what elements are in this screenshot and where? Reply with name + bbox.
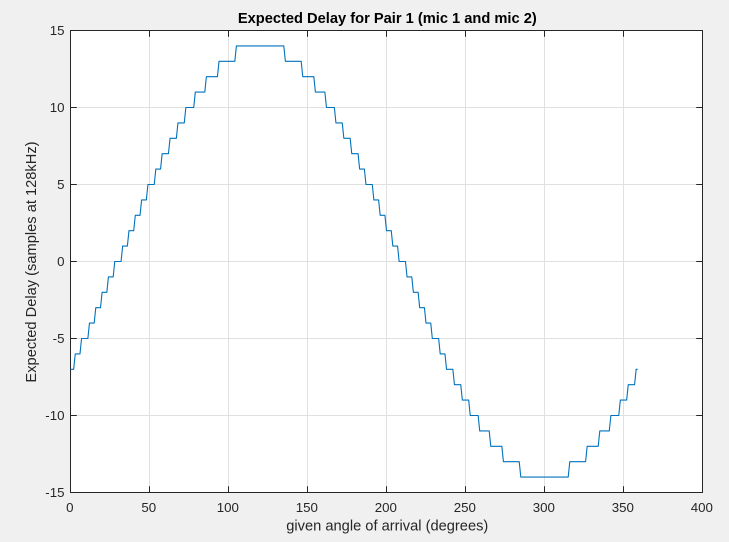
- svg-text:5: 5: [57, 177, 64, 192]
- svg-text:50: 50: [141, 500, 156, 515]
- svg-text:250: 250: [454, 500, 476, 515]
- svg-text:0: 0: [66, 500, 73, 515]
- svg-text:10: 10: [50, 100, 65, 115]
- svg-text:100: 100: [217, 500, 239, 515]
- svg-text:Expected Delay for Pair 1 (mic: Expected Delay for Pair 1 (mic 1 and mic…: [238, 11, 537, 27]
- svg-text:given angle of arrival (degree: given angle of arrival (degrees): [286, 519, 488, 535]
- svg-text:-15: -15: [45, 485, 64, 500]
- svg-text:200: 200: [375, 500, 397, 515]
- svg-text:150: 150: [296, 500, 318, 515]
- svg-text:Expected Delay (samples at 128: Expected Delay (samples at 128kHz): [24, 141, 40, 382]
- svg-text:-5: -5: [53, 331, 65, 346]
- svg-text:400: 400: [691, 500, 713, 515]
- svg-text:300: 300: [533, 500, 555, 515]
- svg-text:-10: -10: [45, 408, 64, 423]
- svg-text:15: 15: [50, 23, 65, 38]
- svg-text:350: 350: [612, 500, 634, 515]
- svg-text:0: 0: [57, 254, 64, 269]
